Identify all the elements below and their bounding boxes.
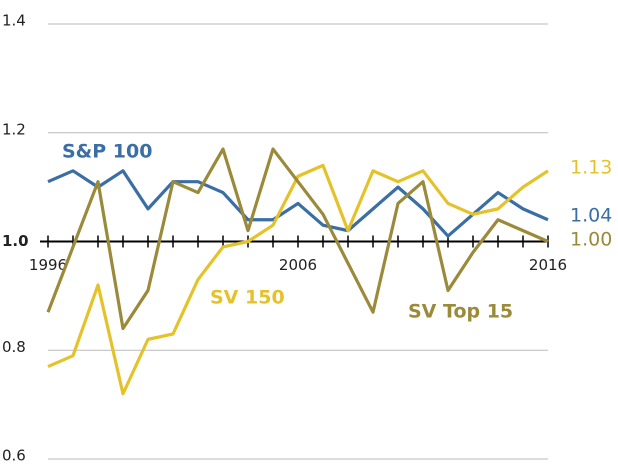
end-label: 1.00 <box>570 229 612 251</box>
x-tick-label: 1996 <box>29 256 67 274</box>
line-series <box>47 163 549 396</box>
line-series <box>47 169 549 238</box>
y-tick-label: 1.4 <box>2 12 26 30</box>
y-tick-label: 0.8 <box>2 338 26 356</box>
series-label: SV 150 <box>210 287 285 309</box>
series-label: S&P 100 <box>62 141 152 163</box>
y-tick-label: 0.6 <box>2 447 26 464</box>
x-tick-label: 2016 <box>529 256 567 274</box>
line-series <box>46 147 549 331</box>
x-tick-label: 2006 <box>279 256 317 274</box>
end-label: 1.04 <box>570 205 612 227</box>
series-label: SV Top 15 <box>408 301 513 323</box>
y-tick-label: 1.0 <box>2 232 29 250</box>
end-label: 1.13 <box>570 157 612 179</box>
y-tick-label: 1.2 <box>2 120 26 138</box>
